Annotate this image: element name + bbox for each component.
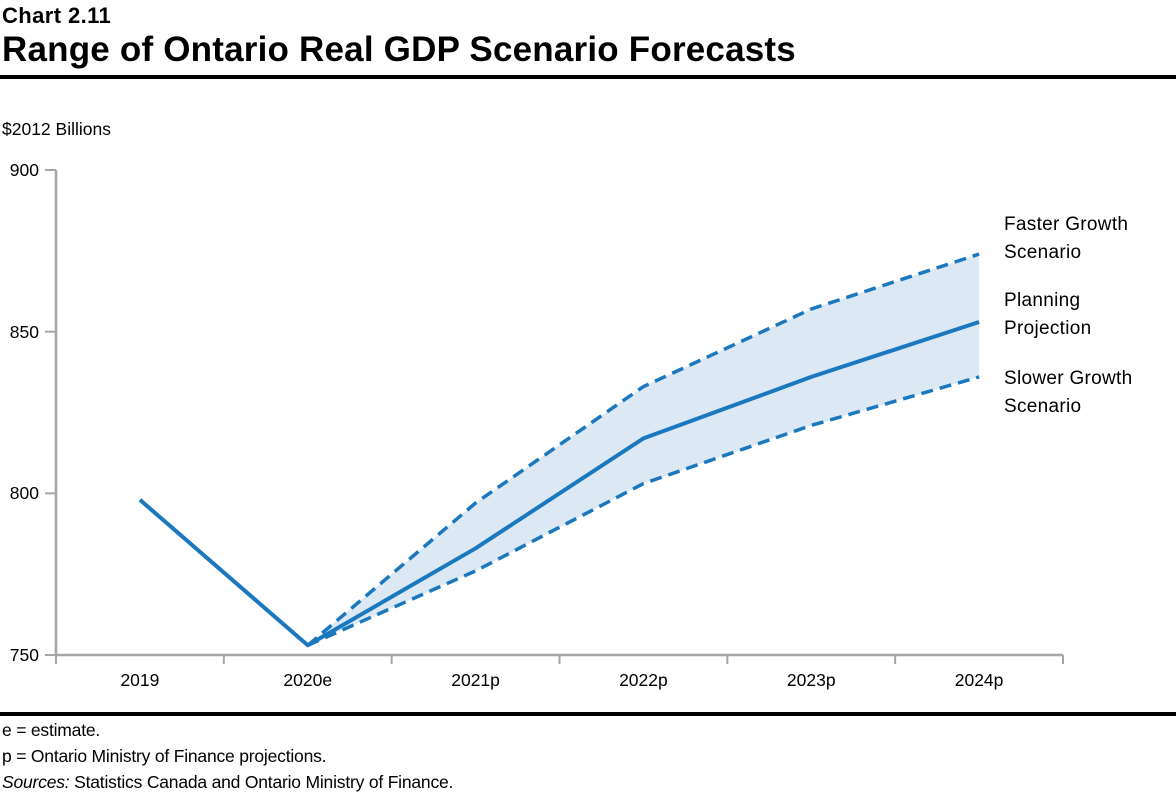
footnote-sources: Sources: Statistics Canada and Ontario M… <box>2 769 453 795</box>
y-tick-label: 750 <box>9 645 39 665</box>
annotation-slower-growth: Slower Growth Scenario <box>1004 365 1176 420</box>
x-tick-label: 2024p <box>954 670 1004 690</box>
footnotes: e = estimate. p = Ontario Ministry of Fi… <box>2 717 453 795</box>
annotation-planning-projection-line1: Planning <box>1004 290 1081 311</box>
planning-projection-line <box>138 320 980 648</box>
y-tick-label: 850 <box>9 321 39 342</box>
faster-growth-scenario-line <box>306 252 980 647</box>
footnote-projections: p = Ontario Ministry of Finance projecti… <box>2 746 327 766</box>
y-axis-unit-label: $2012 Billions <box>2 119 111 139</box>
annotation-faster-growth-line1: Faster Growth <box>1004 214 1129 235</box>
annotation-planning-projection-line2: Projection <box>1004 317 1092 339</box>
chart-number: Chart 2.11 <box>2 3 112 28</box>
footnote-estimate: e = estimate. <box>2 720 101 740</box>
footnote-sources-text: Statistics Canada and Ontario Ministry o… <box>74 772 454 792</box>
slower-growth-scenario-line <box>307 375 980 647</box>
annotation-faster-growth: Faster Growth Scenario <box>1004 211 1176 266</box>
annotation-slower-growth-line1: Slower Growth <box>1004 368 1133 389</box>
x-tick-label: 2020e <box>283 670 333 690</box>
footer-rule <box>0 712 1176 716</box>
annotation-planning-projection: Planning Projection <box>1004 287 1176 342</box>
annotation-faster-growth-line2: Scenario <box>1004 241 1082 263</box>
x-tick-label: 2019 <box>120 670 160 690</box>
annotation-slower-growth-line2: Scenario <box>1004 395 1082 417</box>
y-tick-label: 900 <box>9 160 39 180</box>
title-rule <box>0 75 1176 79</box>
chart-title: Range of Ontario Real GDP Scenario Forec… <box>2 30 796 69</box>
footnote-sources-label: Sources: <box>2 772 70 792</box>
x-tick-label: 2021p <box>451 670 500 690</box>
x-tick-label: 2023p <box>786 670 836 690</box>
y-tick-label: 800 <box>9 483 39 504</box>
x-tick-label: 2022p <box>619 670 668 690</box>
